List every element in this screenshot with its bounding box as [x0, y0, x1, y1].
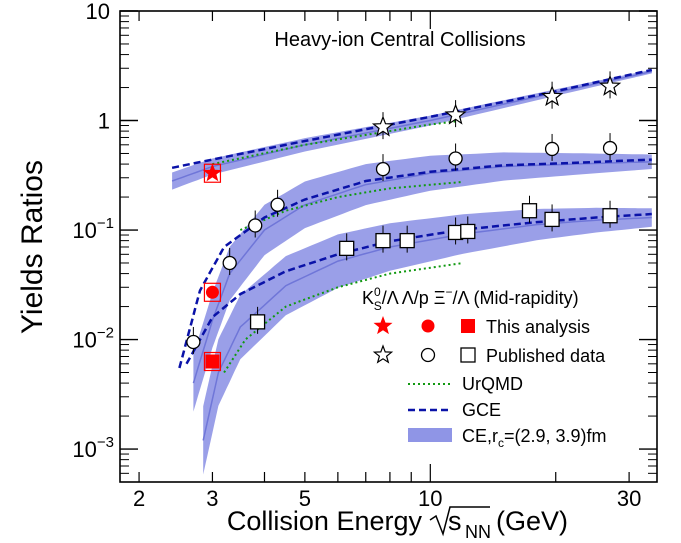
published-circle-point — [270, 197, 285, 212]
ce-line-2 — [202, 216, 652, 441]
published-star-point — [598, 74, 622, 96]
x-tick-label: 2 — [133, 486, 145, 511]
y-tick-label: 10−1 — [72, 215, 114, 243]
published-circle-point — [222, 255, 237, 271]
legend-urqmd: UrQMD — [462, 374, 523, 394]
gce-line-0 — [171, 68, 653, 170]
y-tick-label-base: 10 — [72, 218, 96, 243]
x-axis-label-text: Collision Energy — [227, 506, 423, 536]
this-analysis-square-point — [205, 354, 220, 369]
published-circle-point — [544, 141, 560, 157]
urqmd-line-1 — [239, 180, 464, 231]
published-square-point — [602, 208, 618, 224]
legend-k-sub: S — [374, 299, 382, 313]
sqrt-sign — [429, 506, 490, 537]
systematic-box — [203, 282, 222, 302]
y-tick-label-exponent: −1 — [97, 215, 114, 232]
this-analysis-circle-point — [205, 285, 219, 299]
ce-band-1 — [193, 152, 652, 412]
gce-line-1 — [178, 158, 652, 369]
x-axis-label-unit: (GeV) — [496, 506, 568, 536]
legend: K0 S/Λ Λ/p Ξ−/Λ (Mid-rapidity) This analy… — [362, 285, 607, 450]
published-square-point — [521, 203, 538, 219]
published-square-point — [544, 211, 560, 228]
x-axis-label-s: s — [448, 506, 462, 536]
ce-band-2 — [203, 207, 652, 475]
y-tick-label: 1 — [98, 109, 110, 134]
ce-line-1 — [192, 161, 652, 384]
gce-line-2 — [185, 212, 652, 365]
x-tick-label: 5 — [299, 486, 311, 511]
published-circle-point — [448, 151, 463, 166]
legend-star-filled — [373, 316, 393, 335]
x-tick-label: 10 — [418, 486, 442, 511]
legend-header: K0 S/Λ Λ/p Ξ−/Λ (Mid-rapidity) — [362, 285, 579, 313]
y-tick-label: 10−2 — [72, 325, 114, 353]
legend-ratios: /Λ Λ/p Ξ — [382, 288, 446, 308]
y-tick-label-base: 10 — [72, 328, 96, 353]
systematic-box — [203, 351, 222, 372]
y-tick-label-exponent: −3 — [97, 434, 114, 451]
legend-gce: GCE — [462, 400, 501, 420]
published-square-point — [339, 240, 355, 257]
y-tick-label: 10 — [86, 0, 110, 24]
legend-ce-text: CE,r — [462, 426, 498, 446]
legend-circle-filled — [421, 319, 435, 333]
published-circle-point — [602, 140, 618, 156]
legend-this-analysis: This analysis — [486, 317, 590, 337]
published-star-point — [444, 103, 467, 125]
x-tick-label: 3 — [206, 486, 218, 511]
published-square-point — [249, 314, 266, 330]
y-tick-label-base: 10 — [72, 437, 96, 462]
legend-square-open — [460, 347, 476, 363]
ce-band-0 — [172, 69, 652, 190]
legend-k: K — [362, 288, 374, 308]
published-star-point — [540, 84, 564, 107]
legend-circle-open — [420, 347, 436, 363]
legend-k-sup: 0 — [374, 285, 381, 299]
x-axis-label-sub: NN — [465, 522, 491, 542]
legend-xi-sup: − — [446, 285, 453, 299]
y-tick-label: 10−3 — [72, 434, 114, 462]
published-square-point — [460, 223, 476, 240]
x-tick-label: 30 — [617, 486, 641, 511]
legend-ce-sub: c — [498, 436, 504, 450]
published-circle-point — [248, 218, 263, 233]
legend-ce-tail: =(2.9, 3.9)fm — [504, 426, 607, 446]
this-analysis-star-point — [202, 163, 222, 182]
published-star-point — [371, 115, 395, 137]
legend-ce-swatch — [408, 428, 452, 442]
legend-published: Published data — [486, 346, 606, 366]
ce-line-0 — [171, 70, 652, 182]
legend-square-filled — [461, 319, 475, 333]
published-circle-point — [375, 161, 391, 177]
chart-title: Heavy-ion Central Collisions — [274, 29, 525, 51]
published-circle-point — [186, 334, 201, 350]
x-axis-label: Collision Energy s NN (GeV) — [227, 506, 568, 542]
y-tick-label-exponent: −2 — [97, 325, 114, 342]
y-axis-label: Yields Ratios — [16, 160, 49, 334]
published-square-point — [375, 232, 391, 249]
legend-tail: /Λ (Mid-rapidity) — [453, 288, 579, 308]
legend-star-open — [372, 344, 394, 364]
published-square-point — [399, 232, 415, 249]
legend-ce: CE,rc=(2.9, 3.9)fm — [462, 426, 607, 450]
